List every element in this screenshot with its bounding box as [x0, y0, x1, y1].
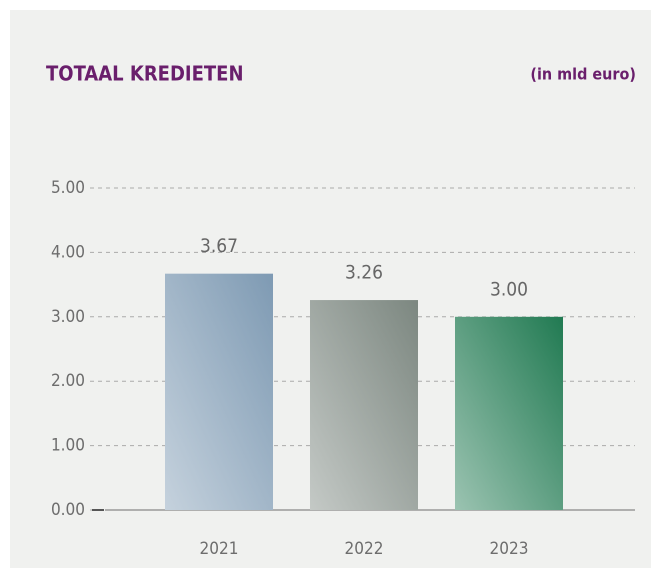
value-label: 3.67 [200, 235, 238, 257]
bar [310, 300, 418, 510]
chart-title: TOTAAL KREDIETEN [46, 62, 244, 86]
y-tick-label: 4.00 [51, 242, 85, 262]
y-tick-label: 3.00 [51, 307, 85, 327]
x-tick-label: 2023 [490, 539, 529, 559]
bar [165, 273, 273, 510]
x-tick-label: 2022 [345, 539, 384, 559]
value-label: 3.26 [345, 262, 383, 284]
y-tick-label: 1.00 [51, 436, 85, 456]
y-tick-label: 2.00 [51, 371, 85, 391]
y-tick-label: 0.00 [51, 500, 85, 520]
value-label: 3.00 [490, 278, 528, 300]
bar [455, 316, 563, 510]
x-tick-label: 2021 [200, 539, 239, 559]
chart-subtitle: (in mld euro) [530, 65, 636, 84]
y-tick-label: 5.00 [51, 178, 85, 198]
